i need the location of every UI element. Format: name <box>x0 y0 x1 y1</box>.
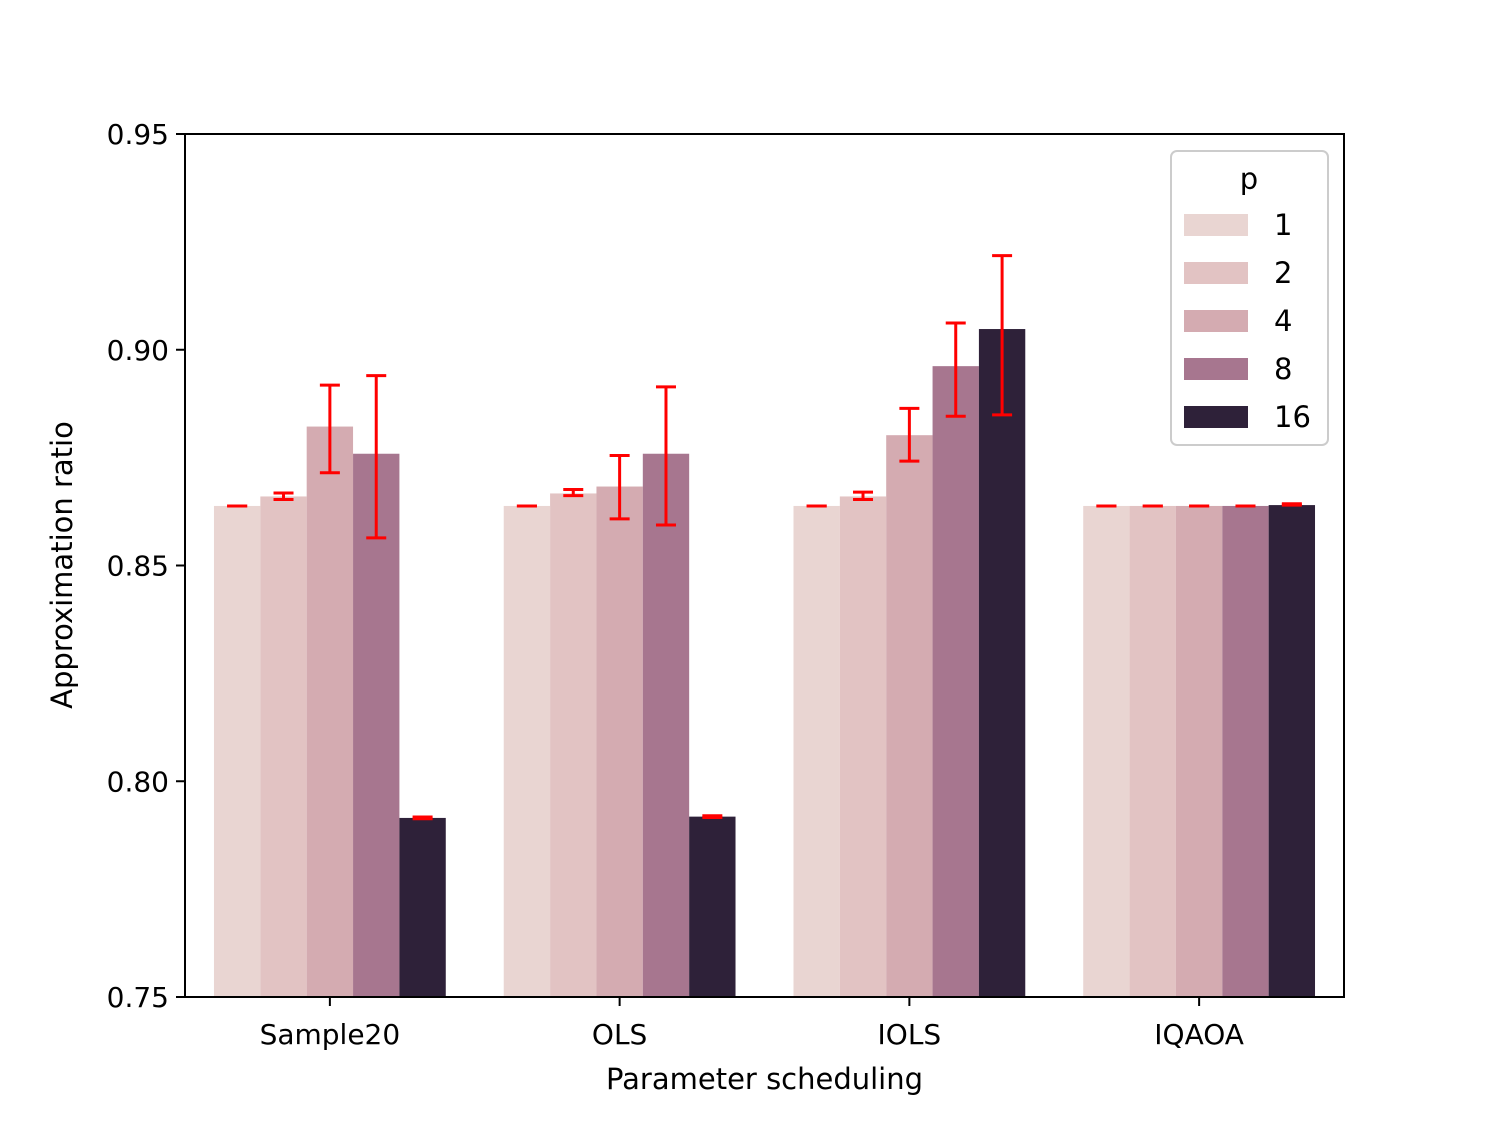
bar-ols-p16 <box>689 816 736 997</box>
error-bar-ols-p4 <box>609 453 630 521</box>
y-tick-label: 0.95 <box>107 118 169 151</box>
bar-sample20-p16 <box>399 817 446 997</box>
bar-iols-p4 <box>886 435 933 997</box>
y-tick-label: 0.85 <box>107 550 169 583</box>
x-tick-label: IQAOA <box>1154 1018 1244 1051</box>
y-tick-label: 0.75 <box>107 981 169 1014</box>
legend-swatch-p1 <box>1184 214 1248 236</box>
bars <box>213 329 1316 997</box>
bar-iols-p2 <box>839 496 887 997</box>
legend-title: p <box>1240 162 1258 196</box>
error-bar-iqaoa-p16 <box>1281 502 1302 507</box>
legend: p 1 2 4 8 16 <box>1170 150 1329 446</box>
bar-iols-p16 <box>978 329 1026 997</box>
bar-iqaoa-p1 <box>1083 505 1130 997</box>
bar-iols-p8 <box>932 366 979 997</box>
bar-sample20-p2 <box>260 496 307 997</box>
legend-swatch-p8 <box>1184 358 1248 380</box>
error-bar-sample20-p2 <box>273 491 294 501</box>
legend-label-p8: 8 <box>1274 352 1292 386</box>
bar-iqaoa-p16 <box>1268 505 1316 997</box>
bar-sample20-p8 <box>353 453 400 997</box>
legend-label-p1: 1 <box>1274 208 1292 242</box>
bar-ols-p2 <box>550 493 597 997</box>
error-bars <box>227 254 1302 821</box>
bar-iqaoa-p8 <box>1222 505 1269 997</box>
bar-iols-p1 <box>793 505 840 997</box>
bar-ols-p1 <box>503 505 551 997</box>
x-tick-label: IOLS <box>878 1018 942 1051</box>
legend-swatch-p4 <box>1184 310 1248 332</box>
error-bar-sample20-p4 <box>319 383 340 475</box>
legend-swatch-p16 <box>1184 406 1248 428</box>
error-bar-iols-p16 <box>992 254 1013 417</box>
y-tick-label: 0.90 <box>107 334 169 367</box>
legend-items: 1 2 4 8 16 <box>1184 208 1311 434</box>
bar-ols-p8 <box>642 453 690 997</box>
bar-iqaoa-p4 <box>1175 505 1223 997</box>
bar-sample20-p1 <box>213 505 261 997</box>
x-axis-label: Parameter scheduling <box>606 1062 923 1096</box>
x-tick-label: OLS <box>592 1018 647 1051</box>
legend-label-p2: 2 <box>1274 256 1292 290</box>
y-axis: 0.75 0.80 0.85 0.90 0.95 <box>107 118 185 1014</box>
bar-sample20-p4 <box>306 426 354 997</box>
error-bar-sample20-p16 <box>412 815 433 821</box>
legend-swatch-p2 <box>1184 262 1248 284</box>
error-bar-sample20-p8 <box>366 374 387 540</box>
legend-label-p4: 4 <box>1274 304 1292 338</box>
error-bar-ols-p8 <box>655 385 676 527</box>
y-axis-label: Approximation ratio <box>45 421 79 709</box>
legend-label-p16: 16 <box>1274 400 1311 434</box>
error-bar-ols-p2 <box>563 488 584 498</box>
y-tick-label: 0.80 <box>107 765 169 798</box>
x-tick-label: Sample20 <box>260 1018 401 1051</box>
error-bar-iols-p2 <box>853 490 874 501</box>
error-bar-ols-p16 <box>702 814 723 819</box>
bar-ols-p4 <box>596 486 643 997</box>
error-bar-iols-p4 <box>899 406 920 463</box>
error-bar-iols-p8 <box>945 321 966 418</box>
x-axis: Sample20 OLS IOLS IQAOA <box>260 997 1244 1051</box>
bar-iqaoa-p2 <box>1129 505 1176 997</box>
